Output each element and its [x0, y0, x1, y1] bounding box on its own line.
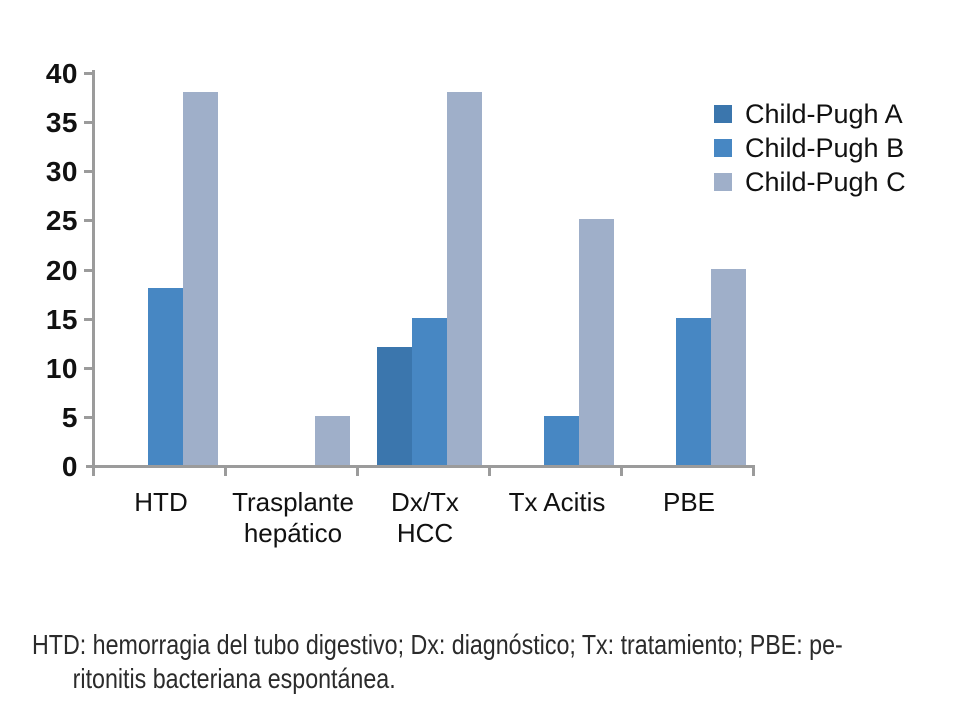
bar-child-pugh-b-dx-tx-hcc [411, 317, 447, 465]
y-tick-label: 0 [61, 451, 78, 482]
y-tick-mark [84, 72, 92, 75]
x-tick-mark [92, 468, 95, 476]
x-tick-mark [356, 468, 359, 476]
bar-child-pugh-c-dx-tx-hcc [446, 91, 482, 465]
legend-label: Child-Pugh A [745, 98, 903, 129]
y-tick-label: 10 [45, 352, 78, 384]
y-tick-label: 40 [45, 58, 78, 89]
x-category-label-line: PBE [662, 487, 716, 517]
x-category-label-line: Trasplante [232, 487, 354, 517]
y-tick-label: 20 [45, 254, 78, 286]
bar-child-pugh-c-tx-acitis [578, 219, 614, 465]
x-category-label-line: Tx Acitis [508, 487, 606, 517]
x-tick-mark [488, 468, 491, 476]
x-axis-line [86, 465, 755, 468]
y-tick-label: 35 [45, 107, 78, 139]
x-category-label-tx-acitis: Tx Acitis [462, 487, 652, 518]
y-tick-mark [84, 170, 92, 174]
y-axis-line [92, 70, 95, 468]
y-tick-mark [84, 366, 92, 370]
bar-child-pugh-c-pbe [710, 268, 746, 465]
y-tick-mark [84, 268, 92, 272]
bar-child-pugh-b-pbe [675, 317, 711, 465]
legend-swatch-icon [714, 105, 732, 123]
y-tick-label: 5 [61, 401, 78, 433]
x-category-label-line: Dx/Tx [391, 487, 459, 517]
y-tick-mark [84, 219, 92, 223]
legend: Child-Pugh A Child-Pugh B Child-Pugh C [714, 97, 906, 199]
bar-child-pugh-c-htd [182, 91, 218, 465]
chart-plot-area: 0 5 10 15 20 25 30 35 40 HTD Trasplante hepático Dx/… [45, 58, 784, 549]
legend-swatch-icon [714, 139, 732, 157]
y-tick-label: 25 [45, 205, 78, 237]
bar-child-pugh-a-dx-tx-hcc [376, 347, 412, 465]
x-category-label-dx-tx-hcc: Dx/Tx HCC [330, 487, 520, 549]
footnote: HTD: hemorragia del tubo digestivo; Dx: … [32, 628, 843, 696]
y-tick-mark [84, 121, 92, 125]
x-category-label-line: HCC [396, 518, 454, 548]
x-category-label-trasplante-hep-tico: Trasplante hepático [198, 487, 388, 549]
bar-child-pugh-c-trasplante-hep-tico [314, 415, 350, 465]
bar-child-pugh-b-htd [147, 288, 183, 465]
x-tick-mark [224, 468, 227, 476]
legend-swatch-icon [714, 173, 732, 191]
y-tick-mark [84, 317, 92, 321]
bar-child-pugh-b-tx-acitis [543, 415, 579, 465]
x-category-label-line: HTD [134, 487, 188, 517]
x-category-label-line: hepático [243, 518, 343, 548]
legend-label: Child-Pugh B [745, 132, 905, 163]
legend-item-child-pugh-a: Child-Pugh A [714, 97, 906, 131]
y-tick-label: 15 [45, 303, 78, 335]
legend-item-child-pugh-c: Child-Pugh C [714, 165, 906, 199]
y-tick-mark [84, 415, 92, 419]
x-category-label-pbe: PBE [594, 487, 784, 518]
x-category-label-htd: HTD [66, 487, 256, 518]
legend-item-child-pugh-b: Child-Pugh B [714, 131, 906, 165]
footnote-line-2: ritonitis bacteriana espontánea. [72, 663, 396, 694]
x-tick-mark [752, 468, 755, 476]
x-tick-mark [620, 468, 623, 476]
footnote-line-1: HTD: hemorragia del tubo digestivo; Dx: … [32, 629, 843, 660]
legend-label: Child-Pugh C [745, 166, 906, 197]
y-tick-label: 30 [45, 156, 78, 188]
